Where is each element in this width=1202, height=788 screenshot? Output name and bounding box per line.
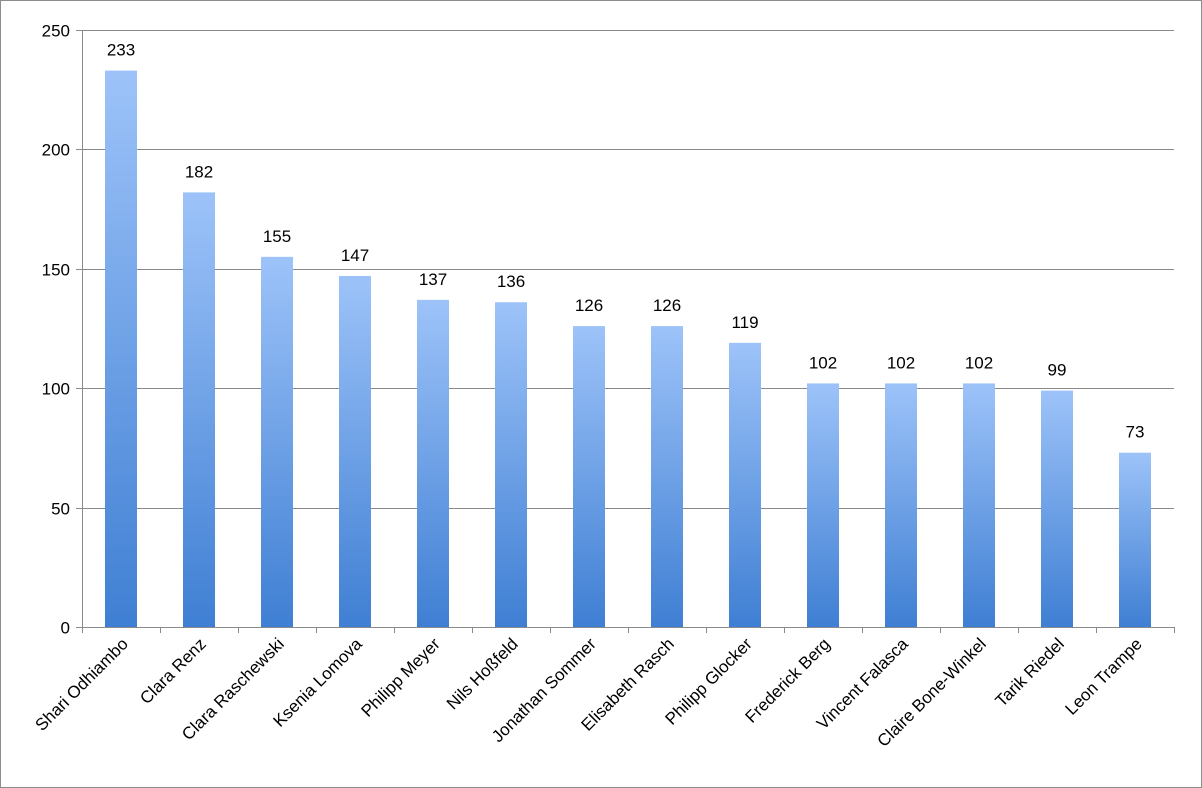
gridlines bbox=[82, 30, 1174, 509]
bar bbox=[651, 326, 683, 627]
data-label: 126 bbox=[653, 296, 681, 315]
data-label: 155 bbox=[263, 227, 291, 246]
y-tick-label: 0 bbox=[61, 619, 70, 638]
data-label: 119 bbox=[731, 313, 758, 332]
bar bbox=[105, 70, 137, 627]
bar bbox=[183, 192, 215, 627]
x-tick-label: Clara Renz bbox=[136, 634, 210, 708]
data-label: 233 bbox=[107, 41, 135, 60]
x-tick-label: Tarik Riedel bbox=[992, 634, 1068, 710]
data-label: 147 bbox=[341, 246, 369, 265]
data-label: 102 bbox=[809, 353, 837, 372]
data-label: 99 bbox=[1048, 361, 1067, 380]
x-tick-label: Philipp Meyer bbox=[358, 634, 444, 720]
bar bbox=[573, 326, 605, 627]
bar bbox=[417, 299, 449, 627]
bar bbox=[261, 256, 293, 627]
y-tick-label: 250 bbox=[42, 22, 70, 41]
x-tick-label: Leon Trampe bbox=[1062, 634, 1146, 718]
bar bbox=[339, 275, 371, 627]
data-labels: 233 182 155 147 137 136 126 126 119 102 102 102 99 73 bbox=[107, 41, 1145, 442]
data-label: 137 bbox=[419, 270, 447, 289]
y-axis: 0 50 100 150 200 250 bbox=[42, 22, 83, 638]
bar bbox=[1041, 390, 1073, 627]
x-tick-label: Nils Hoßfeld bbox=[443, 634, 522, 713]
bar bbox=[963, 383, 995, 627]
bar bbox=[1119, 452, 1151, 627]
data-label: 126 bbox=[575, 296, 603, 315]
y-tick-label: 100 bbox=[42, 380, 70, 399]
bar bbox=[495, 302, 527, 627]
x-tick-label: Shari Odhiambo bbox=[32, 634, 132, 734]
data-label: 136 bbox=[497, 272, 525, 291]
bar bbox=[729, 342, 761, 627]
bars bbox=[105, 70, 1151, 627]
y-tick-label: 150 bbox=[42, 261, 70, 280]
y-tick-label: 50 bbox=[51, 500, 70, 519]
bar bbox=[807, 383, 839, 627]
data-label: 73 bbox=[1126, 423, 1145, 442]
data-label: 102 bbox=[887, 353, 915, 372]
bar bbox=[885, 383, 917, 627]
data-label: 102 bbox=[965, 353, 993, 372]
y-tick-label: 200 bbox=[42, 141, 70, 160]
data-label: 182 bbox=[185, 162, 213, 181]
